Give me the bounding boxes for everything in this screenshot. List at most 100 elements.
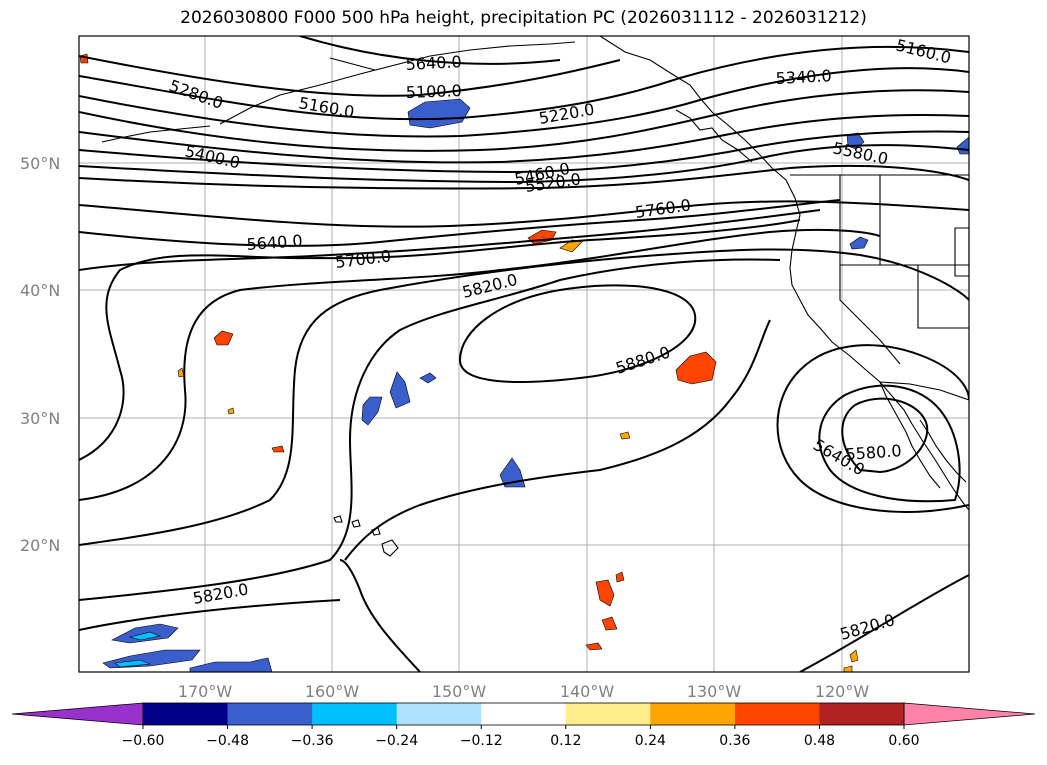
precip-blob: [227, 407, 235, 415]
contour-line: [79, 144, 969, 184]
lat-label-30n: 30°N: [20, 409, 60, 428]
map-background: [79, 36, 969, 672]
precip-blob: [128, 631, 162, 641]
contour-line: [79, 55, 621, 97]
lat-label-20n: 20°N: [20, 536, 60, 555]
precip-blob: [585, 642, 603, 651]
colorbar-tick-label: −0.60: [122, 733, 165, 749]
lon-label-140w: 140°W: [560, 682, 615, 701]
colorbar-extend-max: [903, 702, 1036, 726]
us-state-border-3: [917, 265, 969, 329]
colorbar-bin: [650, 703, 736, 725]
contour-line: [79, 248, 969, 546]
colorbar-ticks: −0.60 −0.48 −0.36 −0.24 −0.12 0.12 0.24 0.36 0.4…: [122, 725, 920, 749]
lon-label-120w: 120°W: [815, 682, 870, 701]
contour-line: [339, 559, 421, 672]
contour-line: [79, 89, 969, 152]
precip-blob: [213, 330, 234, 346]
precip-blob: [595, 579, 615, 607]
gulf-of-alaska-coast: [599, 36, 801, 216]
contour-label: 5340.0: [775, 66, 832, 88]
colorbar-tick-label: 0.24: [635, 733, 666, 749]
lat-label-40n: 40°N: [20, 281, 60, 300]
hawaii-kauai: [333, 515, 343, 523]
colorbar-tick-label: −0.48: [206, 733, 249, 749]
precip-negative: [102, 98, 969, 672]
colorbar-tick-label: −0.36: [291, 733, 334, 749]
contour-line: [79, 209, 821, 271]
colorbar-bin: [565, 703, 651, 725]
canada-border-east: [954, 227, 969, 277]
precip-blob: [849, 236, 869, 250]
contour-line: [79, 164, 969, 190]
precip-blob: [419, 372, 437, 384]
contour-line: [344, 319, 771, 561]
contour-line: [79, 67, 969, 138]
us-mexico-border: [879, 381, 969, 401]
contour-line: [79, 45, 969, 121]
precip-blob: [114, 659, 151, 668]
contour-line: [299, 36, 561, 65]
colorbar-bin: [227, 703, 313, 725]
hawaii-oahu: [351, 519, 361, 528]
precip-blob: [601, 616, 618, 631]
contour-line: [79, 130, 969, 174]
colorbar-extend-min: [11, 702, 144, 726]
precip-blob: [271, 445, 285, 453]
colorbar-bin: [312, 703, 398, 725]
colorbar-segments: [143, 703, 905, 725]
precip-blob: [559, 239, 583, 253]
lon-label-150w: 150°W: [432, 682, 487, 701]
colorbar: −0.60 −0.48 −0.36 −0.24 −0.12 0.12 0.24 0.36 0.4…: [11, 702, 1036, 749]
longitude-labels: 170°W 160°W 150°W 140°W 130°W 120°W: [178, 682, 870, 701]
us-west-coast: [789, 214, 969, 511]
contour-line: [79, 258, 781, 601]
precip-blob: [675, 351, 717, 385]
gridlines: [79, 36, 969, 672]
precip-blob: [849, 649, 859, 663]
lat-label-50n: 50°N: [20, 154, 60, 173]
colorbar-tick-label: 0.48: [804, 733, 835, 749]
contour-line: [458, 284, 697, 383]
lon-label-160w: 160°W: [305, 682, 360, 701]
contour-line: [79, 599, 341, 631]
contour-line: [818, 384, 961, 503]
map-title: 2026030800 F000 500 hPa height, precipit…: [180, 8, 867, 28]
precip-blob: [389, 371, 411, 409]
colorbar-bin: [143, 703, 229, 725]
colorbar-bin: [396, 703, 482, 725]
bering-islands: [329, 57, 376, 71]
contour-line: [79, 228, 881, 501]
contour-label: 5580.0: [845, 441, 902, 464]
precip-blob: [189, 657, 273, 672]
colorbar-tick-label: 0.12: [550, 733, 581, 749]
colorbar-tick-label: −0.12: [460, 733, 503, 749]
precip-blob: [619, 431, 631, 440]
lon-label-170w: 170°W: [178, 682, 233, 701]
map-frame: [78, 35, 970, 673]
colorbar-bin: [734, 703, 820, 725]
ca-nv-border: [839, 265, 901, 365]
contour-line: [841, 397, 929, 474]
alaska-coast: [219, 41, 576, 125]
colorbar-tick-label: 0.60: [888, 733, 919, 749]
contour-label: 5640.0: [246, 231, 303, 254]
precip-blob: [407, 98, 471, 129]
colorbar-bin: [819, 703, 905, 725]
contour-label: 5640.0: [405, 52, 462, 74]
colorbar-bin: [481, 703, 567, 725]
precip-blob: [615, 571, 625, 583]
colorbar-tick-label: −0.24: [375, 733, 418, 749]
colorbar-tick-label: 0.36: [719, 733, 750, 749]
contour-line: [79, 219, 801, 461]
latitude-labels: 50°N 40°N 30°N 20°N: [20, 154, 60, 555]
contour-line: [776, 344, 969, 513]
hawaii-big-island: [381, 539, 399, 557]
colorbar-frame: [142, 702, 905, 726]
contour-line: [799, 574, 969, 672]
height-contours: [79, 36, 969, 672]
contour-label: 5100.0: [405, 81, 462, 102]
precip-blob: [843, 665, 853, 672]
contour-line: [79, 199, 841, 247]
